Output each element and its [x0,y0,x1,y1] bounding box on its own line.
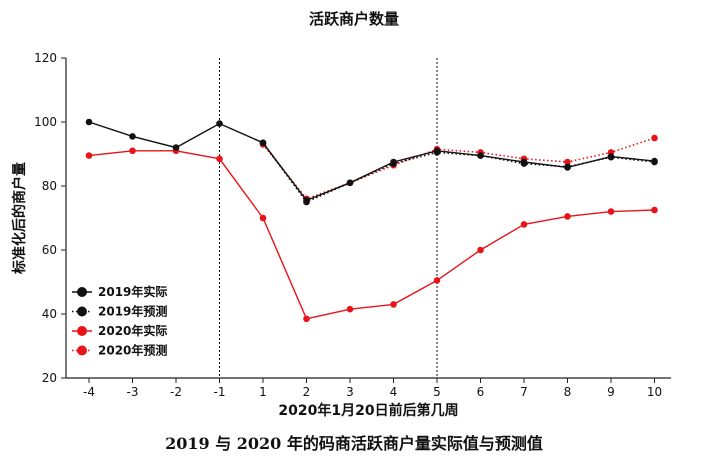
figure-caption: 2019 与 2020 年的码商活跃商户量实际值与预测值 [165,434,543,453]
data-point [651,206,658,214]
legend-marker [77,326,87,336]
data-point [259,139,267,147]
data-point [564,213,571,220]
legend-label: 2019年预测 [98,304,167,319]
data-point [564,158,571,166]
data-point [520,221,528,228]
data-point [607,153,615,161]
data-point [85,118,93,126]
x-tick-label: 9 [607,385,615,399]
x-tick-label: 4 [390,385,398,399]
legend-marker [77,306,87,317]
legend: 2019年实际 2019年预测 2020年实际 2020年预测 [72,284,167,358]
series-layer [85,118,658,323]
data-point [433,277,441,284]
series-line [262,137,655,200]
legend-label: 2019年实际 [98,284,167,299]
x-tick-label: 7 [520,385,528,399]
series-3 [259,134,658,203]
series-2 [85,147,658,323]
data-point [129,147,136,155]
x-tick-label: -1 [214,385,226,399]
data-point [85,152,93,159]
x-axis-title: 2020年1月20日前后第几周 [278,402,458,419]
legend-marker [77,287,87,297]
data-point [477,246,484,254]
x-tick-label: -4 [83,385,95,399]
y-tick-label: 20 [42,371,57,385]
data-point [520,160,528,167]
chart-title: 活跃商户数量 [308,10,399,28]
y-tick-label: 100 [34,115,57,129]
y-axis-title: 标准化后的商户量 [11,162,28,275]
data-point [172,144,180,151]
data-point [346,179,354,187]
data-point [216,155,223,163]
data-point [346,305,354,313]
x-tick-label: -3 [127,385,139,399]
axes-layer: 20 40 60 80 100 120 -4 -3 -2 -1 1 2 3 4 5 6 7 8 9 10 2020年1月… [11,51,671,419]
data-point [303,198,310,206]
x-tick-label: 5 [433,385,441,399]
reference-lines [219,58,438,378]
legend-label: 2020年实际 [98,323,167,338]
x-tick-label: 8 [564,385,572,399]
data-point [216,120,223,127]
x-tick-label: 10 [647,385,662,399]
data-point [651,158,658,166]
y-tick-label: 60 [42,243,57,257]
y-tick-label: 80 [42,179,57,193]
legend-marker [77,345,87,356]
series-line [88,150,655,320]
data-point [433,149,441,156]
y-tick-label: 40 [42,307,57,321]
x-tick-label: 2 [303,385,311,399]
data-point [651,134,658,142]
data-point [129,133,136,140]
data-point [607,208,615,215]
data-point [259,214,267,222]
series-1 [259,139,658,206]
series-line [262,142,655,203]
data-point [303,315,310,323]
y-tick-label: 120 [34,51,57,65]
data-point [477,152,484,159]
legend-label: 2020年预测 [98,343,167,358]
x-tick-label: 3 [346,385,354,399]
data-point [390,160,397,167]
x-tick-label: 6 [477,385,485,399]
x-tick-label: -2 [170,385,182,399]
data-point [564,163,571,171]
data-point [390,301,397,308]
x-tick-label: 1 [259,385,267,399]
